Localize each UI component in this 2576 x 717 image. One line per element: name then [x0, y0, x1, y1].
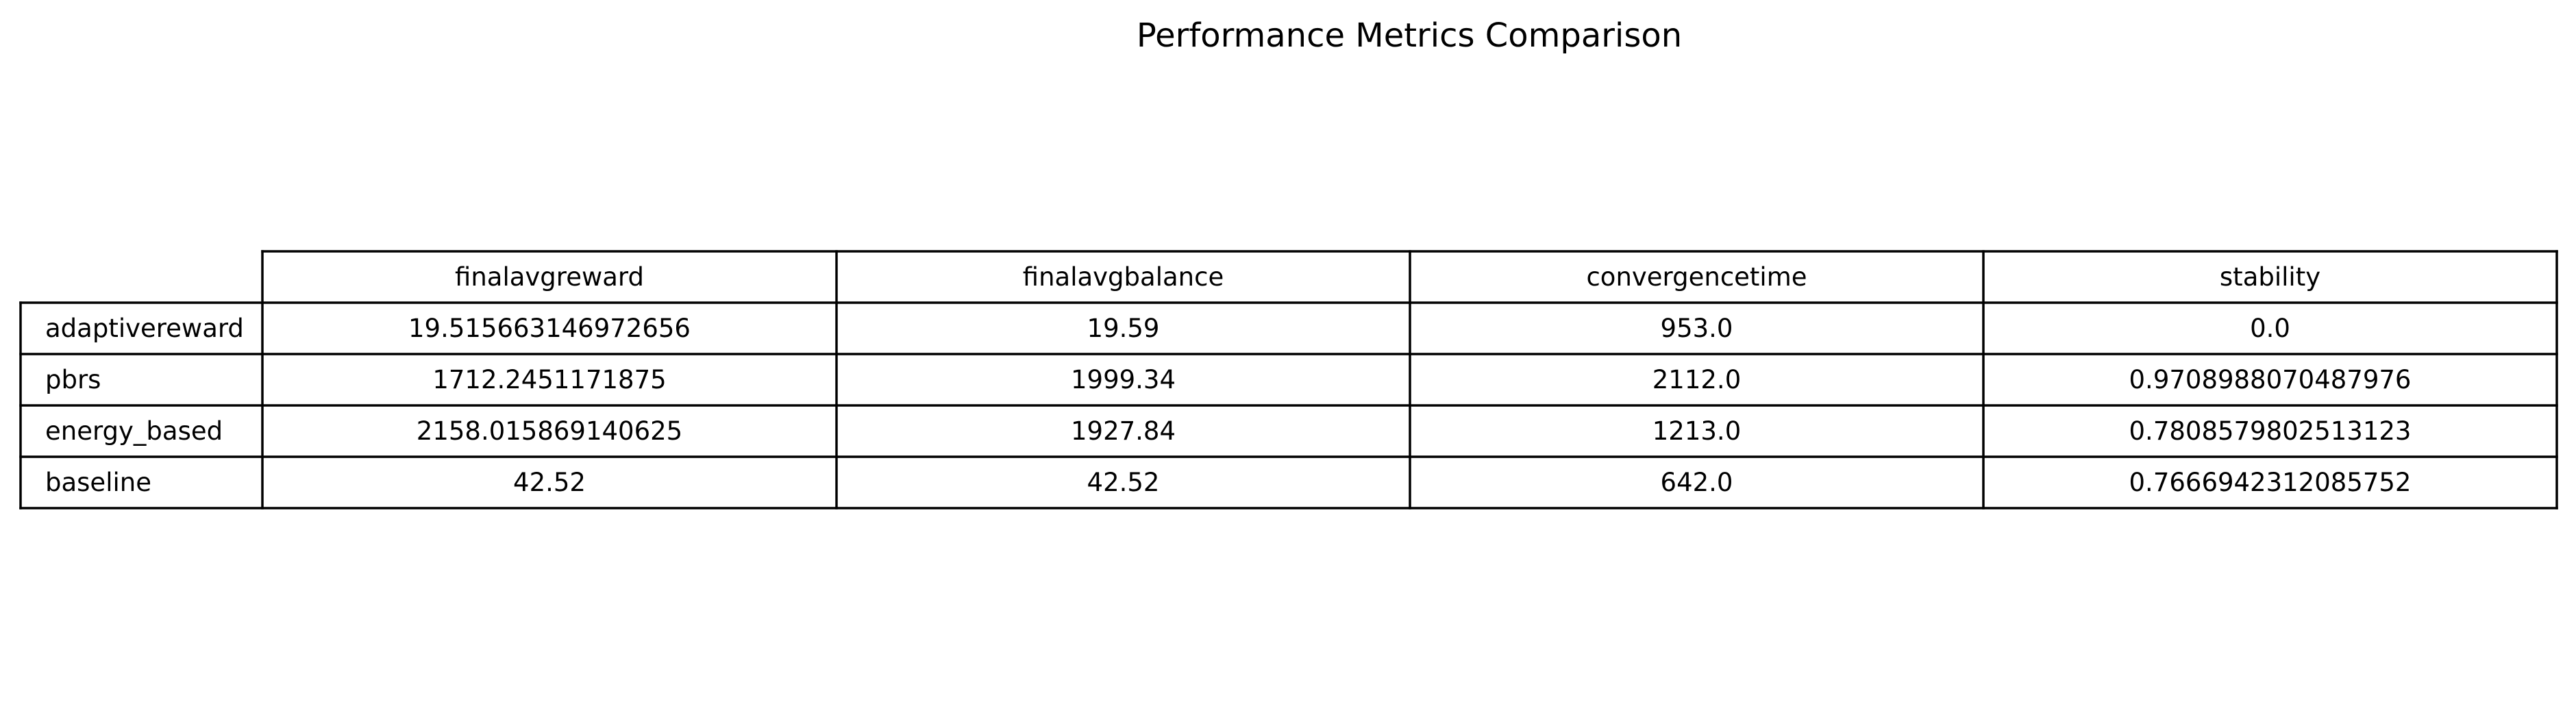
table-cell: 0.7808579802513123 [2129, 416, 2412, 446]
table-cell: 19.515663146972656 [408, 314, 691, 343]
table-cell: 42.52 [513, 468, 586, 497]
chart-title: Performance Metrics Comparison [1136, 16, 1683, 55]
table-cell: 19.59 [1087, 314, 1160, 343]
table-cell: 1999.34 [1071, 365, 1176, 394]
column-header: convergencetime [1586, 262, 1807, 292]
table-cell: 2112.0 [1652, 365, 1741, 394]
table-text: finalavgreward finalavgbalance convergence… [45, 262, 2411, 497]
table-cell: 0.0 [2250, 314, 2290, 343]
table-cell: 1712.2451171875 [432, 365, 666, 394]
table-cell: 1213.0 [1652, 416, 1741, 446]
column-header: stability [2220, 262, 2320, 292]
table-cell: 1927.84 [1071, 416, 1176, 446]
table-cell: 642.0 [1661, 468, 1733, 497]
table-cell: 953.0 [1661, 314, 1733, 343]
table-cell: 0.9708988070487976 [2129, 365, 2412, 394]
table-grid [19, 250, 2558, 510]
row-label: baseline [45, 468, 151, 497]
column-header: finalavgbalance [1023, 262, 1224, 292]
table-cell: 0.7666942312085752 [2129, 468, 2412, 497]
table-cell: 2158.015869140625 [417, 416, 682, 446]
row-label: pbrs [45, 365, 101, 394]
row-label: energy_based [45, 416, 223, 446]
column-header: finalavgreward [455, 262, 644, 292]
table-cell: 42.52 [1087, 468, 1160, 497]
row-label: adaptivereward [45, 314, 244, 343]
